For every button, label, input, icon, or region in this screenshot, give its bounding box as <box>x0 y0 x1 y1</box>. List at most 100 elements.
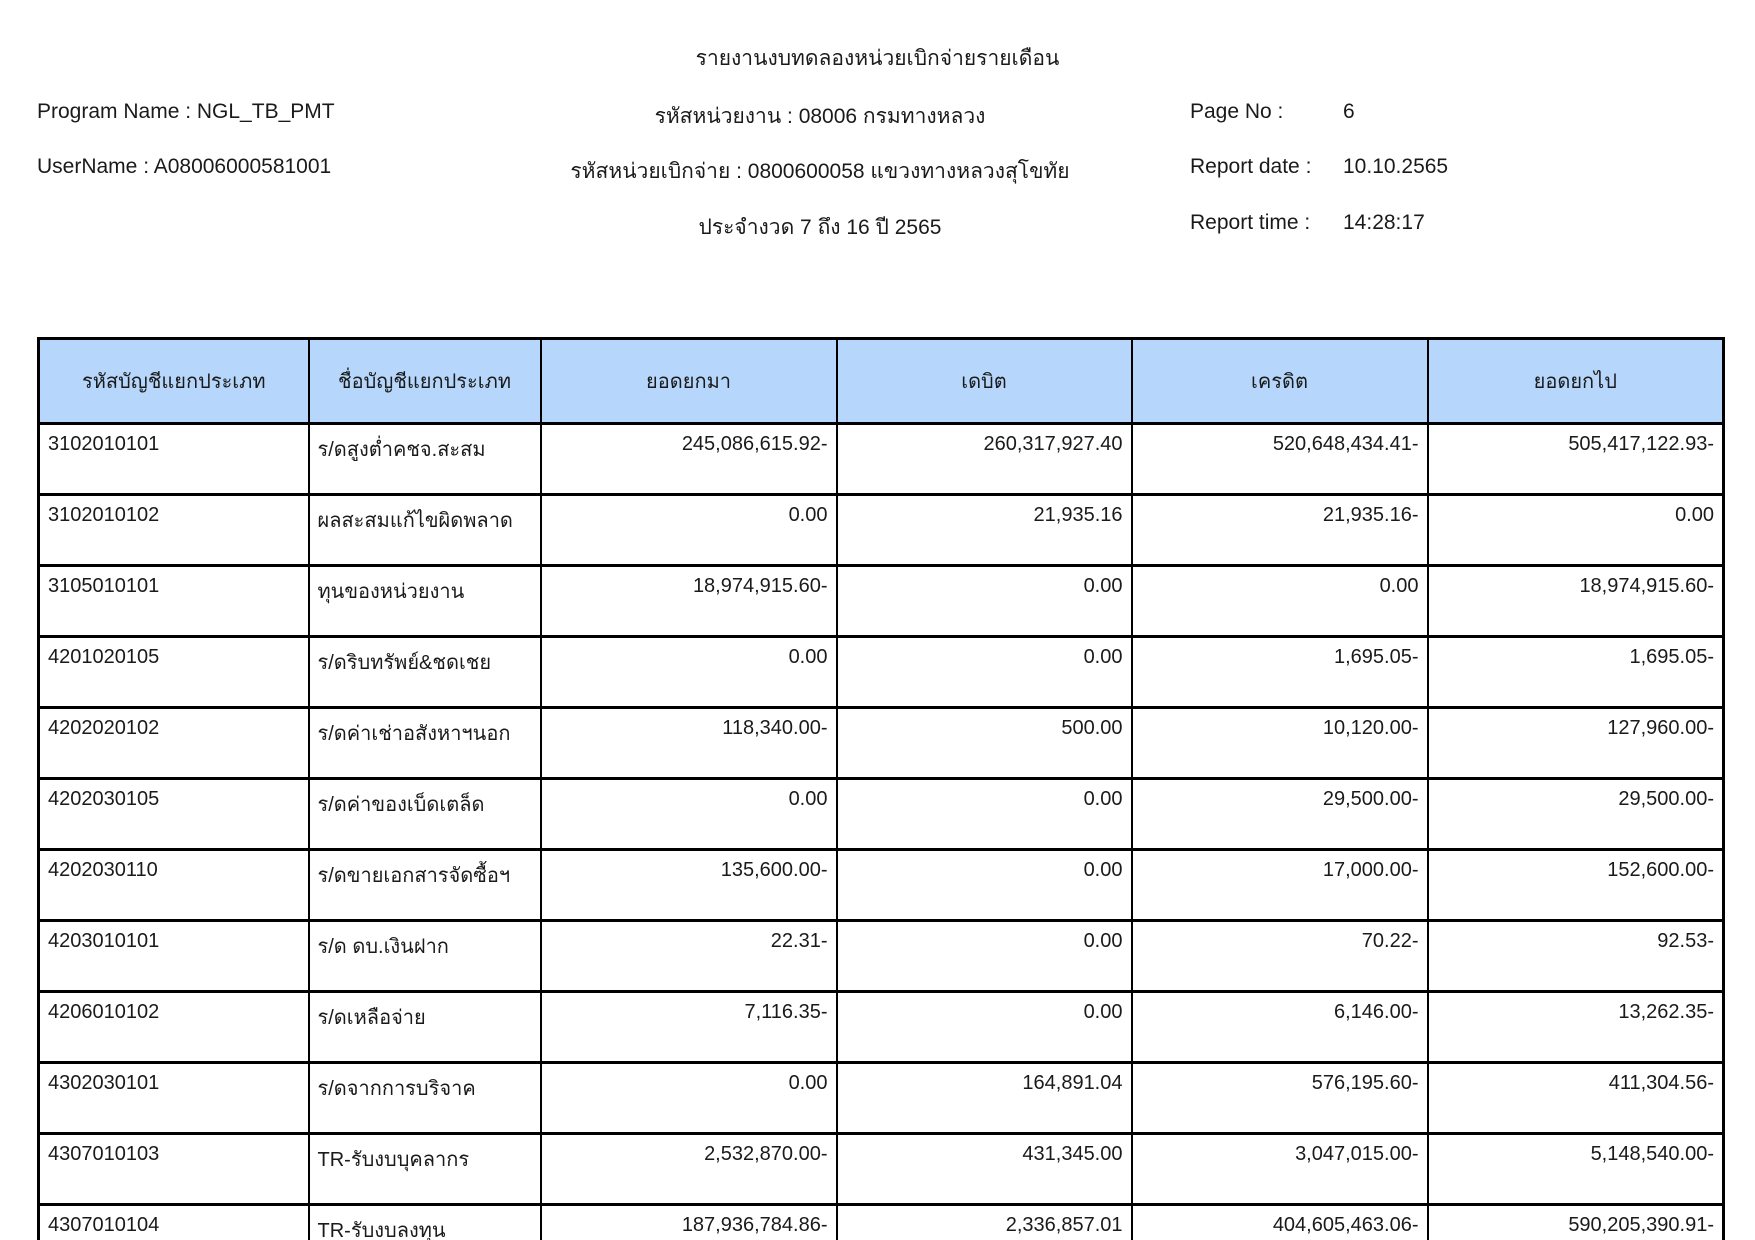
carry-forward-in-cell: 187,936,784.86- <box>539 1203 838 1240</box>
table-row: 3102010102 ผลสะสมแก้ไขผิดพลาด 0.00 21,93… <box>37 493 1725 566</box>
debit-cell: 164,891.04 <box>835 1061 1133 1134</box>
account-name-cell: ร/ดค่าเช่าอสังหาฯนอก <box>307 706 542 779</box>
report-title: รายงานงบทดลองหน่วยเบิกจ่ายรายเดือน <box>695 47 1060 70</box>
table-row: 4202030105 ร/ดค่าของเบ็ดเตล็ด 0.00 0.00 … <box>37 777 1725 850</box>
column-header-carry-forward-in: ยอดยกมา <box>539 337 838 425</box>
credit-cell: 10,120.00- <box>1130 706 1429 779</box>
carry-forward-in-cell: 245,086,615.92- <box>539 422 838 495</box>
credit-cell: 520,648,434.41- <box>1130 422 1429 495</box>
page-no-value: 6 <box>1343 100 1355 123</box>
credit-cell: 1,695.05- <box>1130 635 1429 708</box>
table-row: 4302030101 ร/ดจากการบริจาค 0.00 164,891.… <box>37 1061 1725 1134</box>
carry-forward-in-cell: 0.00 <box>539 1061 838 1134</box>
carry-forward-out-cell: 411,304.56- <box>1426 1061 1725 1134</box>
account-code-cell: 3105010101 <box>37 564 310 637</box>
account-name-cell: ร/ด ดบ.เงินฝาก <box>307 919 542 992</box>
carry-forward-in-cell: 0.00 <box>539 493 838 566</box>
carry-forward-in-cell: 135,600.00- <box>539 848 838 921</box>
account-code-cell: 3102010101 <box>37 422 310 495</box>
report-time-value: 14:28:17 <box>1343 211 1425 234</box>
debit-cell: 0.00 <box>835 990 1133 1063</box>
account-name-cell: ร/ดเหลือจ่าย <box>307 990 542 1063</box>
account-name-cell: ร/ดสูงต่ำคชจ.สะสม <box>307 422 542 495</box>
account-name-cell: ร/ดค่าของเบ็ดเตล็ด <box>307 777 542 850</box>
debit-cell: 431,345.00 <box>835 1132 1133 1205</box>
credit-cell: 576,195.60- <box>1130 1061 1429 1134</box>
table-row: 4307010104 TR-รับงบลงทุน 187,936,784.86-… <box>37 1203 1725 1240</box>
credit-cell: 0.00 <box>1130 564 1429 637</box>
account-code-cell: 4307010104 <box>37 1203 310 1240</box>
carry-forward-out-cell: 92.53- <box>1426 919 1725 992</box>
report-time-label: Report time : <box>1190 211 1311 234</box>
debit-cell: 0.00 <box>835 919 1133 992</box>
carry-forward-out-cell: 152,600.00- <box>1426 848 1725 921</box>
account-code-cell: 4203010101 <box>37 919 310 992</box>
table-row: 4202030110 ร/ดขายเอกสารจัดซื้อฯ 135,600.… <box>37 848 1725 921</box>
table-header-row: รหัสบัญชีแยกประเภท ชื่อบัญชีแยกประเภท ยอ… <box>37 337 1725 425</box>
report-date-label: Report date : <box>1190 155 1312 178</box>
carry-forward-out-cell: 1,695.05- <box>1426 635 1725 708</box>
credit-cell: 70.22- <box>1130 919 1429 992</box>
table-body: 3102010101 ร/ดสูงต่ำคชจ.สะสม 245,086,615… <box>37 422 1725 1240</box>
table-row: 4307010103 TR-รับงบบุคลากร 2,532,870.00-… <box>37 1132 1725 1205</box>
debit-cell: 0.00 <box>835 635 1133 708</box>
user-name-text: UserName : A08006000581001 <box>37 155 332 178</box>
debit-cell: 0.00 <box>835 777 1133 850</box>
account-code-cell: 4202030105 <box>37 777 310 850</box>
carry-forward-out-cell: 13,262.35- <box>1426 990 1725 1063</box>
table-row: 4201020105 ร/ดริบทรัพย์&ชดเชย 0.00 0.00 … <box>37 635 1725 708</box>
account-code-cell: 4206010102 <box>37 990 310 1063</box>
carry-forward-out-cell: 127,960.00- <box>1426 706 1725 779</box>
debit-cell: 0.00 <box>835 564 1133 637</box>
carry-forward-in-cell: 7,116.35- <box>539 990 838 1063</box>
program-name-text: Program Name : NGL_TB_PMT <box>37 100 335 123</box>
trial-balance-table: รหัสบัญชีแยกประเภท ชื่อบัญชีแยกประเภท ยอ… <box>37 337 1725 1240</box>
carry-forward-out-cell: 18,974,915.60- <box>1426 564 1725 637</box>
debit-cell: 2,336,857.01 <box>835 1203 1133 1240</box>
table-row: 4203010101 ร/ด ดบ.เงินฝาก 22.31- 0.00 70… <box>37 919 1725 992</box>
column-header-debit: เดบิต <box>835 337 1133 425</box>
carry-forward-in-cell: 0.00 <box>539 777 838 850</box>
carry-forward-out-cell: 29,500.00- <box>1426 777 1725 850</box>
carry-forward-in-cell: 0.00 <box>539 635 838 708</box>
carry-forward-out-cell: 590,205,390.91- <box>1426 1203 1725 1240</box>
debit-cell: 21,935.16 <box>835 493 1133 566</box>
table-row: 4202020102 ร/ดค่าเช่าอสังหาฯนอก 118,340.… <box>37 706 1725 779</box>
table-row: 3105010101 ทุนของหน่วยงาน 18,974,915.60-… <box>37 564 1725 637</box>
period-text: ประจำงวด 7 ถึง 16 ปี 2565 <box>698 216 942 239</box>
account-code-cell: 3102010102 <box>37 493 310 566</box>
account-code-cell: 4307010103 <box>37 1132 310 1205</box>
carry-forward-out-cell: 0.00 <box>1426 493 1725 566</box>
disbursement-unit-code-text: รหัสหน่วยเบิกจ่าย : 0800600058 แขวงทางหล… <box>570 160 1070 183</box>
carry-forward-in-cell: 22.31- <box>539 919 838 992</box>
account-code-cell: 4202020102 <box>37 706 310 779</box>
page-no-label: Page No : <box>1190 100 1284 123</box>
carry-forward-in-cell: 2,532,870.00- <box>539 1132 838 1205</box>
credit-cell: 404,605,463.06- <box>1130 1203 1429 1240</box>
report-date-value: 10.10.2565 <box>1343 155 1449 178</box>
credit-cell: 6,146.00- <box>1130 990 1429 1063</box>
debit-cell: 260,317,927.40 <box>835 422 1133 495</box>
column-header-account-name: ชื่อบัญชีแยกประเภท <box>307 337 542 425</box>
column-header-credit: เครดิต <box>1130 337 1429 425</box>
carry-forward-out-cell: 505,417,122.93- <box>1426 422 1725 495</box>
account-code-cell: 4302030101 <box>37 1061 310 1134</box>
carry-forward-in-cell: 18,974,915.60- <box>539 564 838 637</box>
table-row: 4206010102 ร/ดเหลือจ่าย 7,116.35- 0.00 6… <box>37 990 1725 1063</box>
account-code-cell: 4202030110 <box>37 848 310 921</box>
agency-code-text: รหัสหน่วยงาน : 08006 กรมทางหลวง <box>654 105 986 128</box>
credit-cell: 3,047,015.00- <box>1130 1132 1429 1205</box>
account-name-cell: ทุนของหน่วยงาน <box>307 564 542 637</box>
credit-cell: 17,000.00- <box>1130 848 1429 921</box>
table-row: 3102010101 ร/ดสูงต่ำคชจ.สะสม 245,086,615… <box>37 422 1725 495</box>
account-name-cell: ร/ดขายเอกสารจัดซื้อฯ <box>307 848 542 921</box>
account-name-cell: ร/ดริบทรัพย์&ชดเชย <box>307 635 542 708</box>
debit-cell: 500.00 <box>835 706 1133 779</box>
account-name-cell: TR-รับงบลงทุน <box>307 1203 542 1240</box>
column-header-carry-forward-out: ยอดยกไป <box>1426 337 1725 425</box>
account-name-cell: ร/ดจากการบริจาค <box>307 1061 542 1134</box>
credit-cell: 29,500.00- <box>1130 777 1429 850</box>
column-header-account-code: รหัสบัญชีแยกประเภท <box>37 337 310 425</box>
carry-forward-out-cell: 5,148,540.00- <box>1426 1132 1725 1205</box>
